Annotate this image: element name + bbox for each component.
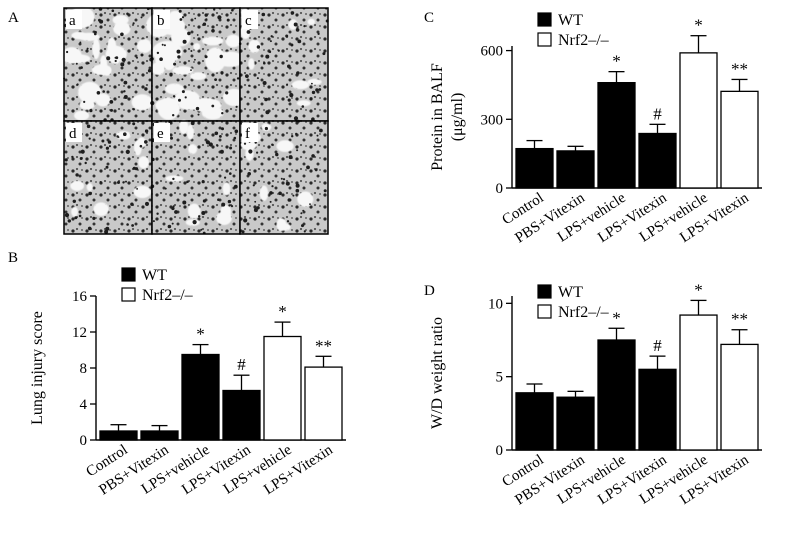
- y-tick-label: 16: [72, 289, 88, 305]
- bar-wt-1: [556, 150, 595, 189]
- bar-wt-1: [556, 396, 595, 451]
- legend-label: WT: [558, 12, 583, 29]
- significance-mark: *: [612, 308, 621, 327]
- micrograph-e: e: [150, 119, 241, 235]
- bar-nrf2-5: [720, 343, 759, 451]
- micrograph-label: e: [157, 126, 164, 142]
- y-tick-label: 4: [80, 397, 88, 413]
- legend-swatch-nrf2: [121, 287, 136, 302]
- bar-wt-1: [140, 430, 179, 441]
- bar-wt-0: [99, 430, 138, 441]
- panel-label-a: A: [8, 10, 19, 26]
- y-tick-label: 12: [72, 325, 87, 341]
- micrograph-d: d: [63, 120, 153, 235]
- significance-mark: *: [612, 52, 621, 71]
- legend-label: WT: [558, 284, 583, 301]
- legend-swatch-wt: [537, 12, 552, 27]
- panel-label-d: D: [424, 283, 435, 299]
- bar-nrf2-4: [679, 52, 718, 189]
- bar-wt-0: [515, 392, 554, 451]
- significance-mark: #: [653, 104, 662, 123]
- bar-nrf2-5: [720, 90, 759, 189]
- y-tick-label: 10: [488, 296, 503, 312]
- micrograph-label: b: [157, 13, 165, 29]
- significance-mark: #: [237, 355, 246, 374]
- micrograph-c: c: [238, 7, 329, 122]
- legend-swatch-wt: [121, 267, 136, 282]
- bar-nrf2-4: [679, 314, 718, 451]
- significance-mark: *: [694, 280, 703, 299]
- panel-label-b: B: [8, 250, 18, 266]
- micrograph-b: b: [146, 7, 246, 122]
- significance-mark: #: [653, 336, 662, 355]
- y-axis-label: Lung injury score: [29, 311, 46, 425]
- micrograph-a: a: [62, 6, 154, 122]
- significance-mark: *: [278, 302, 287, 321]
- y-axis-label: W/D weight ratio: [429, 317, 446, 429]
- panel-label-c: C: [424, 10, 434, 26]
- significance-mark: *: [196, 325, 205, 344]
- bar-wt-2: [181, 353, 220, 441]
- y-tick-label: 300: [481, 112, 504, 128]
- legend-label: Nrf2–/–: [142, 287, 194, 304]
- bar-wt-3: [638, 368, 677, 451]
- bar-wt-3: [638, 132, 677, 189]
- bar-nrf2-4: [263, 335, 302, 441]
- bar-wt-2: [597, 81, 636, 189]
- bar-nrf2-5: [304, 366, 343, 441]
- legend-label: Nrf2–/–: [558, 304, 610, 321]
- y-axis-label: Protein in BALF: [429, 63, 446, 171]
- bar-wt-0: [515, 147, 554, 189]
- y-tick-label: 8: [80, 361, 88, 377]
- micrograph-label: a: [69, 13, 76, 29]
- legend-swatch-nrf2: [537, 304, 552, 319]
- bar-wt-2: [597, 339, 636, 451]
- y-tick-label: 0: [496, 181, 504, 197]
- y-tick-label: 0: [80, 433, 88, 449]
- legend-label: Nrf2–/–: [558, 32, 610, 49]
- micrograph-f: f: [239, 119, 329, 235]
- legend-swatch-nrf2: [537, 32, 552, 47]
- legend-label: WT: [142, 267, 167, 284]
- micrograph-grid: a b c d e f: [62, 6, 329, 235]
- bar-wt-3: [222, 389, 261, 441]
- micrograph-label: c: [245, 13, 252, 29]
- micrograph-label: f: [245, 126, 250, 142]
- y-tick-label: 0: [496, 443, 504, 459]
- significance-mark: *: [694, 16, 703, 35]
- significance-mark: **: [731, 59, 748, 78]
- legend-swatch-wt: [537, 284, 552, 299]
- y-axis-label: (μg/ml): [449, 93, 466, 142]
- micrograph-label: d: [69, 126, 77, 142]
- significance-mark: **: [731, 310, 748, 329]
- significance-mark: **: [315, 336, 332, 355]
- y-tick-label: 5: [496, 370, 504, 386]
- y-tick-label: 600: [481, 44, 504, 60]
